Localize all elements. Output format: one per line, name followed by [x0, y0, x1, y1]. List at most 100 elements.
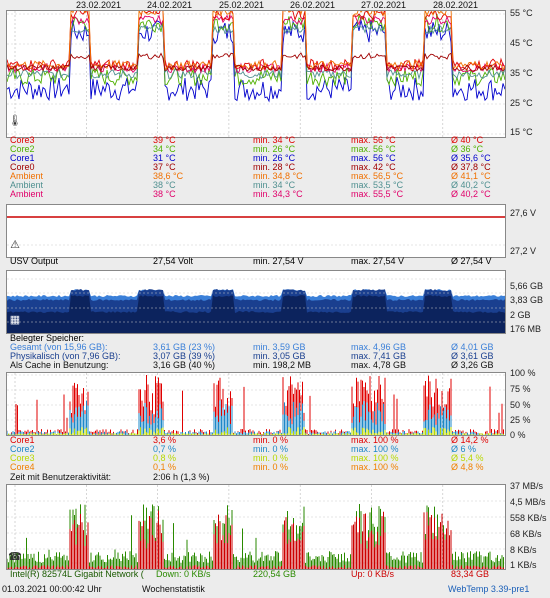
temperature-series — [7, 52, 505, 73]
temp-name: Ambient — [10, 189, 44, 199]
thermometer-icon: 🌡 — [8, 115, 22, 127]
network-graph — [6, 484, 506, 570]
memory-graph — [6, 270, 506, 334]
cpu-row: Core1 3,6 % min. 0 % max. 100 % Ø 14,2 % — [8, 435, 504, 445]
voltage-name: USV Output — [10, 256, 59, 266]
mem-row: Gesamt (von 15,96 GB): 3,61 GB (23 %) min.… — [8, 342, 504, 352]
memory-cache-area — [7, 295, 505, 333]
temperature-series — [7, 19, 505, 103]
axis-tick-label: 4,5 MB/s — [510, 497, 546, 507]
axis-tick-label: 68 KB/s — [510, 529, 542, 539]
cpu-min: min. 0 % — [253, 453, 289, 463]
cpu-min: min. 0 % — [253, 462, 289, 472]
temp-row: Ambient 38,6 °C min. 34,8 °C max. 56,5 °C Ø … — [8, 171, 504, 181]
mem-cur: 3,61 GB (23 %) — [153, 342, 216, 352]
date-label: 27.02.2021 — [361, 0, 407, 10]
temp-max: max. 56 °C — [351, 144, 396, 154]
axis-tick-label: 25 % — [510, 415, 531, 425]
status-view: Wochenstatistik — [142, 584, 205, 594]
temp-cur: 38,6 °C — [153, 171, 184, 181]
date-label: 28.02.2021 — [433, 0, 479, 10]
cpu-name: Core4 — [10, 462, 35, 472]
cpu-cur: 0,1 % — [153, 462, 177, 472]
temp-cur: 37 °C — [153, 162, 176, 172]
network-icon: ☎ — [8, 551, 22, 563]
cpu-avg: Ø 5,4 % — [451, 453, 484, 463]
temp-row: Ambient 38 °C min. 34,3 °C max. 55,5 °C Ø 40… — [8, 189, 504, 199]
cpu-cur: 0,8 % — [153, 453, 177, 463]
temp-min: min. 34,3 °C — [253, 189, 303, 199]
warning-triangle-icon: ⚠ — [10, 239, 20, 251]
network-name: Intel(R) 82574L Gigabit Network ( — [10, 569, 144, 579]
temp-max: max. 53,5 °C — [351, 180, 404, 190]
temp-avg: Ø 40 °C — [451, 135, 484, 145]
axis-tick-label: 100 % — [510, 368, 536, 378]
temp-min: min. 34 °C — [253, 135, 296, 145]
cpu-cur: 3,6 % — [153, 435, 177, 445]
voltage-min: min. 27,54 V — [253, 256, 304, 266]
mem-cur: 3,07 GB (39 %) — [153, 351, 216, 361]
temp-min: min. 26 °C — [253, 153, 296, 163]
temp-max: max. 42 °C — [351, 162, 396, 172]
cpu-max: max. 100 % — [351, 444, 399, 454]
date-label: 23.02.2021 — [76, 0, 122, 10]
network-row: Intel(R) 82574L Gigabit Network ( Down: … — [8, 569, 504, 579]
voltage-avg: Ø 27,54 V — [451, 256, 492, 266]
axis-tick-label: 3,83 GB — [510, 295, 544, 305]
temperature-graph — [6, 10, 506, 138]
mem-avg: Ø 3,26 GB — [451, 360, 494, 370]
cpu-row: Core3 0,8 % min. 0 % max. 100 % Ø 5,4 % — [8, 453, 504, 463]
temp-row: Ambient 38 °C min. 34 °C max. 53,5 °C Ø 40,2… — [8, 180, 504, 190]
temp-row: Core0 37 °C min. 28 °C max. 42 °C Ø 37,8 °C — [8, 162, 504, 172]
cpu-name: Core1 — [10, 435, 35, 445]
activity-value: 2:06 h (1,3 %) — [153, 472, 210, 482]
axis-tick-label: 15 °C — [510, 127, 533, 137]
temp-avg: Ø 41,1 °C — [451, 171, 491, 181]
mem-min: min. 198,2 MB — [253, 360, 312, 370]
mem-name: Gesamt (von 15,96 GB): — [10, 342, 108, 352]
temp-name: Core3 — [10, 135, 35, 145]
temp-cur: 34 °C — [153, 144, 176, 154]
date-label: 25.02.2021 — [219, 0, 265, 10]
network-up-total: 83,34 GB — [451, 569, 490, 579]
mem-cur: 3,16 GB (40 %) — [153, 360, 216, 370]
axis-tick-label: 27,6 V — [510, 208, 537, 218]
mem-row: Als Cache in Benutzung: 3,16 GB (40 %) min… — [8, 360, 504, 370]
temp-avg: Ø 35,6 °C — [451, 153, 491, 163]
axis-tick-label: 50 % — [510, 400, 531, 410]
temp-avg: Ø 40,2 °C — [451, 189, 491, 199]
temp-name: Core0 — [10, 162, 35, 172]
temp-max: max. 56 °C — [351, 135, 396, 145]
cpu-max: max. 100 % — [351, 435, 399, 445]
cpu-max: max. 100 % — [351, 462, 399, 472]
mem-min: min. 3,59 GB — [253, 342, 306, 352]
mem-max: max. 4,78 GB — [351, 360, 407, 370]
voltage-graph — [6, 204, 506, 258]
status-datetime: 01.03.2021 00:00:42 Uhr — [2, 584, 102, 594]
mem-row: Physikalisch (von 7,96 GB): 3,07 GB (39 %… — [8, 351, 504, 361]
mem-name: Physikalisch (von 7,96 GB): — [10, 351, 121, 361]
temp-name: Core1 — [10, 153, 35, 163]
temp-cur: 31 °C — [153, 153, 176, 163]
activity-row: Zeit mit Benutzeraktivität: 2:06 h (1,3 … — [8, 472, 504, 482]
temp-max: max. 56 °C — [351, 153, 396, 163]
temp-min: min. 34 °C — [253, 180, 296, 190]
axis-tick-label: 0 % — [510, 430, 526, 440]
mem-max: max. 7,41 GB — [351, 351, 407, 361]
temp-cur: 38 °C — [153, 180, 176, 190]
cpu-graph — [6, 372, 506, 436]
axis-tick-label: 5,66 GB — [510, 281, 544, 291]
axis-tick-label: 2 GB — [510, 310, 531, 320]
temp-avg: Ø 36 °C — [451, 144, 484, 154]
axis-tick-label: 1 KB/s — [510, 560, 537, 570]
mem-max: max. 4,96 GB — [351, 342, 407, 352]
temp-row: Core1 31 °C min. 26 °C max. 56 °C Ø 35,6 °C — [8, 153, 504, 163]
app-version-link[interactable]: WebTemp 3.39-pre1 — [448, 584, 530, 594]
memory-header-label: Belegter Speicher: — [10, 333, 85, 343]
axis-tick-label: 55 °C — [510, 8, 533, 18]
cpu-max: max. 100 % — [351, 453, 399, 463]
mem-name: Als Cache in Benutzung: — [10, 360, 109, 370]
network-up: Up: 0 KB/s — [351, 569, 395, 579]
axis-tick-label: 75 % — [510, 384, 531, 394]
axis-tick-label: 176 MB — [510, 324, 542, 334]
